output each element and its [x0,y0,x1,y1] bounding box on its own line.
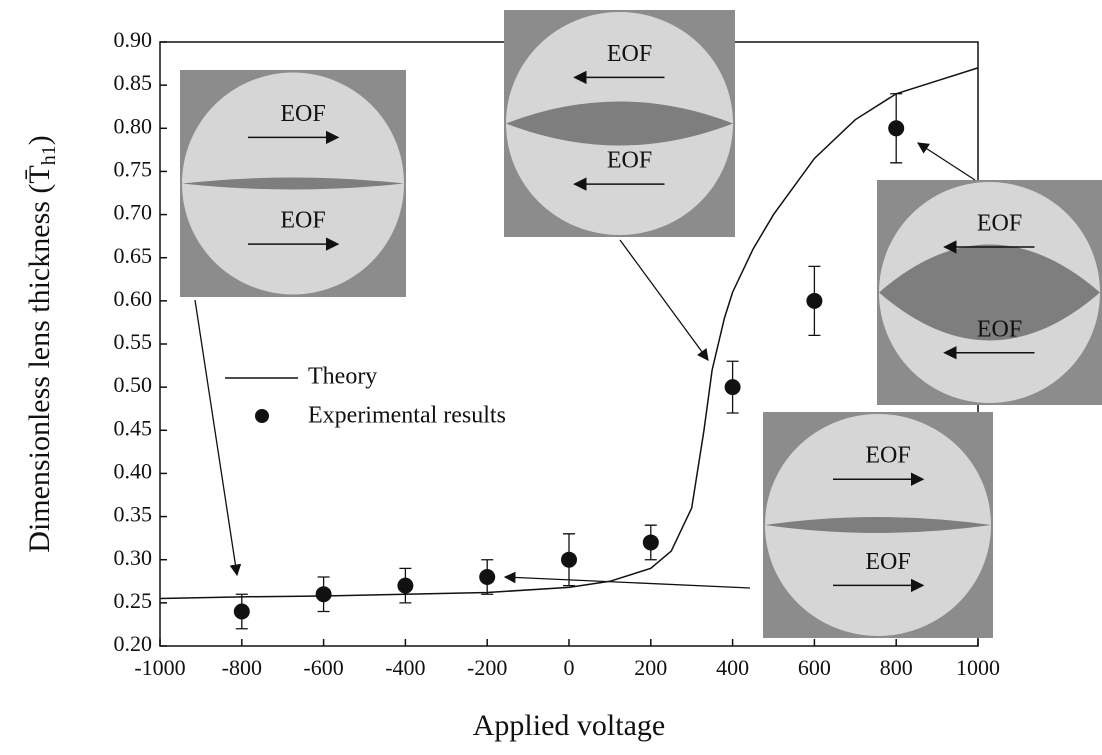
x-tick-label: 800 [880,655,913,680]
y-tick-label: 0.70 [114,200,153,225]
x-tick-label: -400 [385,655,425,680]
eof-label: EOF [607,41,652,67]
y-tick-label: 0.75 [114,156,153,181]
x-tick-label: -800 [222,655,262,680]
y-tick-label: 0.25 [114,588,153,613]
inset-lens [182,177,404,190]
y-tick-label: 0.40 [114,458,153,483]
data-point [888,120,905,137]
x-tick-label: -1000 [134,655,185,680]
y-tick-label: 0.85 [114,70,153,95]
inset-image: EOF EOF [877,180,1102,405]
eof-label: EOF [865,549,910,575]
y-tick-label: 0.35 [114,502,153,527]
y-tick-label: 0.60 [114,286,153,311]
legend-label: Experimental results [308,403,506,429]
data-point [315,586,332,603]
y-axis-label-end: ) [23,135,56,145]
x-tick-label: 0 [564,655,575,680]
y-axis-label-main: Dimensionless lens thickness (T̄ [23,165,56,552]
y-tick-label: 0.55 [114,329,153,354]
eof-label: EOF [280,101,325,127]
inset-lens [506,101,733,146]
x-tick-label: 200 [634,655,667,680]
pointer-arrow [619,239,709,361]
data-point [642,534,659,551]
pointer-arrow [503,571,751,589]
eof-label: EOF [977,316,1022,342]
eof-label: EOF [977,211,1022,237]
inset-lens [879,244,1100,341]
x-axis-label: Applied voltage [473,709,665,742]
eof-label: EOF [607,148,652,174]
eof-label: EOF [865,443,910,469]
data-point [397,577,414,594]
data-point [724,379,741,396]
x-tick-label: -200 [467,655,507,680]
y-axis-label-sub: h1 [38,145,60,165]
legend-label: Theory [308,364,377,390]
theory-line [159,67,979,600]
inset-lens [765,517,991,533]
y-tick-label: 0.50 [114,372,153,397]
legend-dot [255,409,269,423]
y-axis-label: Dimensionless lens thickness (T̄h1) [23,135,60,552]
x-tick-label: 600 [798,655,831,680]
data-point [233,603,250,620]
x-tick-label: 400 [716,655,749,680]
y-tick-label: 0.45 [114,415,153,440]
data-point [806,292,823,309]
eof-label: EOF [280,208,325,234]
y-tick-label: 0.65 [114,243,153,268]
pointer-arrow [917,142,976,181]
y-tick-label: 0.90 [114,27,153,52]
data-point [561,551,577,568]
y-tick-label: 0.20 [114,631,153,656]
inset-image: EOF EOF [763,412,993,638]
x-tick-label: 1000 [956,655,1000,680]
x-tick-label: -600 [303,655,343,680]
inset-image: EOF EOF [504,10,735,237]
data-point [479,568,496,585]
pointer-arrow [194,299,242,577]
y-tick-label: 0.80 [114,113,153,138]
y-tick-label: 0.30 [114,545,153,570]
inset-image: EOF EOF [180,70,406,297]
